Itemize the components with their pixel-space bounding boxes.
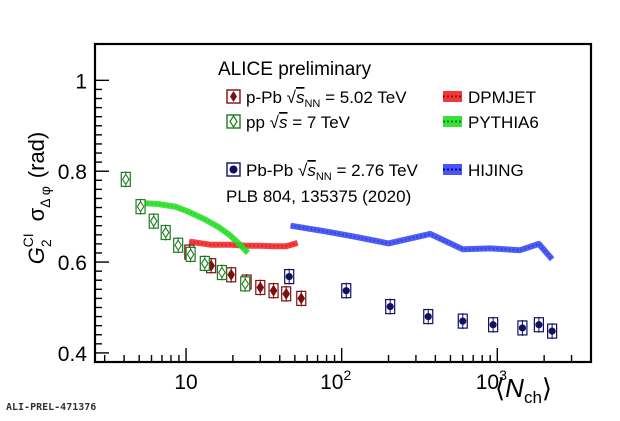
- data-point: [488, 316, 499, 333]
- legend-entry-pp: pp √s = 7 TeV: [226, 113, 351, 132]
- x-tick-label: 102: [320, 367, 351, 394]
- data-point: [148, 213, 159, 230]
- y-tick-label: 1: [75, 70, 87, 93]
- model-curves: [139, 200, 555, 262]
- legend-label-pbpb: Pb-Pb √sNN = 2.76 TeV: [246, 161, 419, 183]
- marker: [121, 173, 130, 186]
- legend-label-dpmjet: DPMJET: [468, 88, 536, 107]
- data-point: [517, 319, 528, 336]
- legend-entry-dpmjet: DPMJET: [443, 88, 536, 107]
- data-point: [226, 266, 237, 283]
- data-point: [547, 323, 558, 340]
- marker: [459, 317, 467, 325]
- model-line-dpmjet: [189, 240, 298, 248]
- data-point: [199, 255, 210, 272]
- y-tick-label: 0.8: [58, 161, 87, 184]
- marker: [282, 287, 291, 300]
- data-point: [255, 279, 266, 296]
- svg-text:G2CIσΔ φ(rad): G2CIσΔ φ(rad): [20, 132, 54, 265]
- figure-id: ALI-PREL-471376: [6, 402, 97, 413]
- data-point: [281, 285, 292, 302]
- x-tick-label: 103: [476, 367, 507, 394]
- axis-ticks: 0.4 0.6 0.8 1 10 102 103: [58, 70, 592, 394]
- legend-marker-pp: [229, 114, 238, 129]
- legend-entry-ppb: p-Pb √sNN = 5.02 TeV: [226, 88, 407, 110]
- model-line-hijing: [290, 224, 554, 261]
- legend-label-pythia: PYTHIA6: [468, 113, 539, 132]
- model-band-hijing: [290, 222, 555, 262]
- data-point: [185, 246, 196, 263]
- data-point: [457, 313, 468, 330]
- data-point: [240, 275, 251, 292]
- legend-marker-pbpb: [229, 165, 238, 174]
- marker: [269, 284, 278, 297]
- data-point: [135, 198, 146, 215]
- data-points: [120, 171, 558, 340]
- marker: [424, 312, 432, 321]
- marker: [548, 327, 556, 335]
- data-point: [216, 264, 228, 281]
- marker: [200, 257, 209, 270]
- legend-label-hijing: HIJING: [468, 161, 524, 180]
- y-tick-label: 0.6: [58, 252, 87, 275]
- chart-title: ALICE preliminary: [218, 59, 372, 80]
- marker: [186, 248, 195, 261]
- y-axis-title: G2CIσΔ φ(rad): [20, 132, 54, 265]
- reference-label: PLB 804, 135375 (2020): [226, 187, 411, 206]
- data-point: [385, 298, 396, 315]
- x-tick-label: 10: [174, 371, 197, 394]
- legend: p-Pb √sNN = 5.02 TeV pp √s = 7 TeV Pb-Pb…: [226, 88, 539, 183]
- marker: [256, 281, 265, 294]
- data-point: [423, 308, 434, 325]
- marker: [161, 226, 170, 239]
- marker: [227, 268, 236, 281]
- marker: [342, 287, 350, 295]
- model-band-pythia6: [139, 200, 251, 256]
- svg-text:⟨Nch⟩: ⟨Nch⟩: [495, 373, 552, 407]
- marker: [218, 266, 226, 279]
- data-point: [160, 224, 171, 241]
- legend-entry-pbpb: Pb-Pb √sNN = 2.76 TeV: [226, 161, 419, 183]
- marker: [285, 272, 293, 281]
- marker: [174, 239, 183, 252]
- marker: [518, 324, 527, 332]
- legend-label-pp: pp √s = 7 TeV: [246, 113, 351, 132]
- legend-label-ppb: p-Pb √sNN = 5.02 TeV: [246, 88, 407, 110]
- legend-entry-hijing: HIJING: [443, 161, 524, 180]
- data-point: [268, 282, 279, 299]
- data-point: [296, 290, 307, 307]
- data-point: [284, 268, 295, 285]
- marker: [136, 200, 145, 213]
- plot-frame: [93, 42, 593, 364]
- marker: [489, 321, 497, 329]
- marker: [241, 277, 250, 290]
- marker: [149, 215, 158, 228]
- data-point: [533, 316, 544, 333]
- legend-entry-pythia: PYTHIA6: [443, 113, 539, 132]
- marker: [386, 302, 394, 311]
- marker: [297, 292, 306, 305]
- marker: [535, 321, 543, 329]
- data-point: [120, 171, 131, 188]
- data-point: [173, 237, 184, 254]
- data-point: [341, 282, 352, 299]
- legend-marker-ppb: [230, 91, 237, 102]
- y-tick-label: 0.4: [58, 343, 88, 366]
- x-axis-title: ⟨Nch⟩: [495, 373, 552, 407]
